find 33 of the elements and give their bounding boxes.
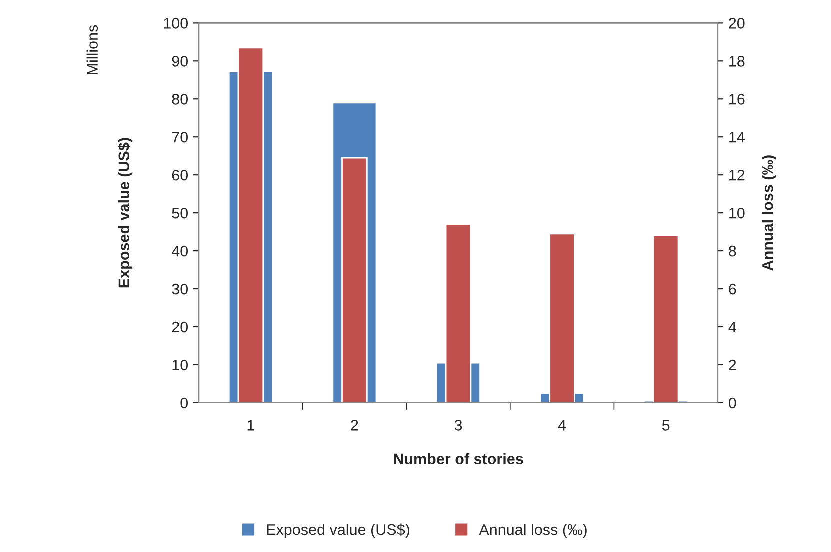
x-tick-label: 1 (248, 420, 254, 431)
y2-tick-label: 20 (729, 18, 745, 29)
y2-tick-label: 16 (730, 94, 745, 105)
y2-tick-label: 18 (730, 56, 745, 67)
y-tick-label: 60 (172, 170, 188, 181)
y-tick-label: 90 (172, 56, 188, 67)
y-tick-label: 50 (172, 208, 188, 219)
y2-axis-title: Annual loss (‰) (762, 156, 776, 271)
x-tick-label: 2 (351, 420, 358, 431)
y-tick-label: 0 (180, 398, 188, 409)
x-tick-label: 4 (558, 420, 566, 431)
y-tick-label: 100 (164, 18, 188, 29)
legend-label: Annual loss (‰) (479, 524, 587, 538)
y-tick-label: 20 (172, 322, 188, 333)
y2-tick-label: 10 (730, 208, 745, 219)
y2-tick-label: 0 (728, 398, 736, 409)
y-tick-label: 30 (172, 284, 188, 295)
y-tick-label: 70 (172, 132, 188, 143)
y2-tick-label: 4 (728, 322, 736, 333)
y2-tick-label: 6 (729, 284, 736, 295)
y2-tick-label: 8 (729, 246, 736, 257)
y-tick-label: 40 (172, 246, 188, 257)
y-axis-title: Exposed value (US$) (118, 138, 133, 288)
x-axis-title: Number of stories (394, 453, 524, 465)
legend-label: Exposed value (US$) (267, 524, 410, 538)
y-tick-label: 10 (172, 360, 188, 371)
x-tick-label: 3 (454, 420, 462, 431)
y2-tick-label: 2 (729, 360, 736, 371)
y-tick-label: 80 (172, 94, 188, 105)
y2-tick-label: 14 (730, 132, 745, 143)
y2-tick-label: 12 (730, 170, 745, 181)
text: Millions (86, 25, 98, 75)
x-tick-label: 5 (662, 420, 670, 431)
